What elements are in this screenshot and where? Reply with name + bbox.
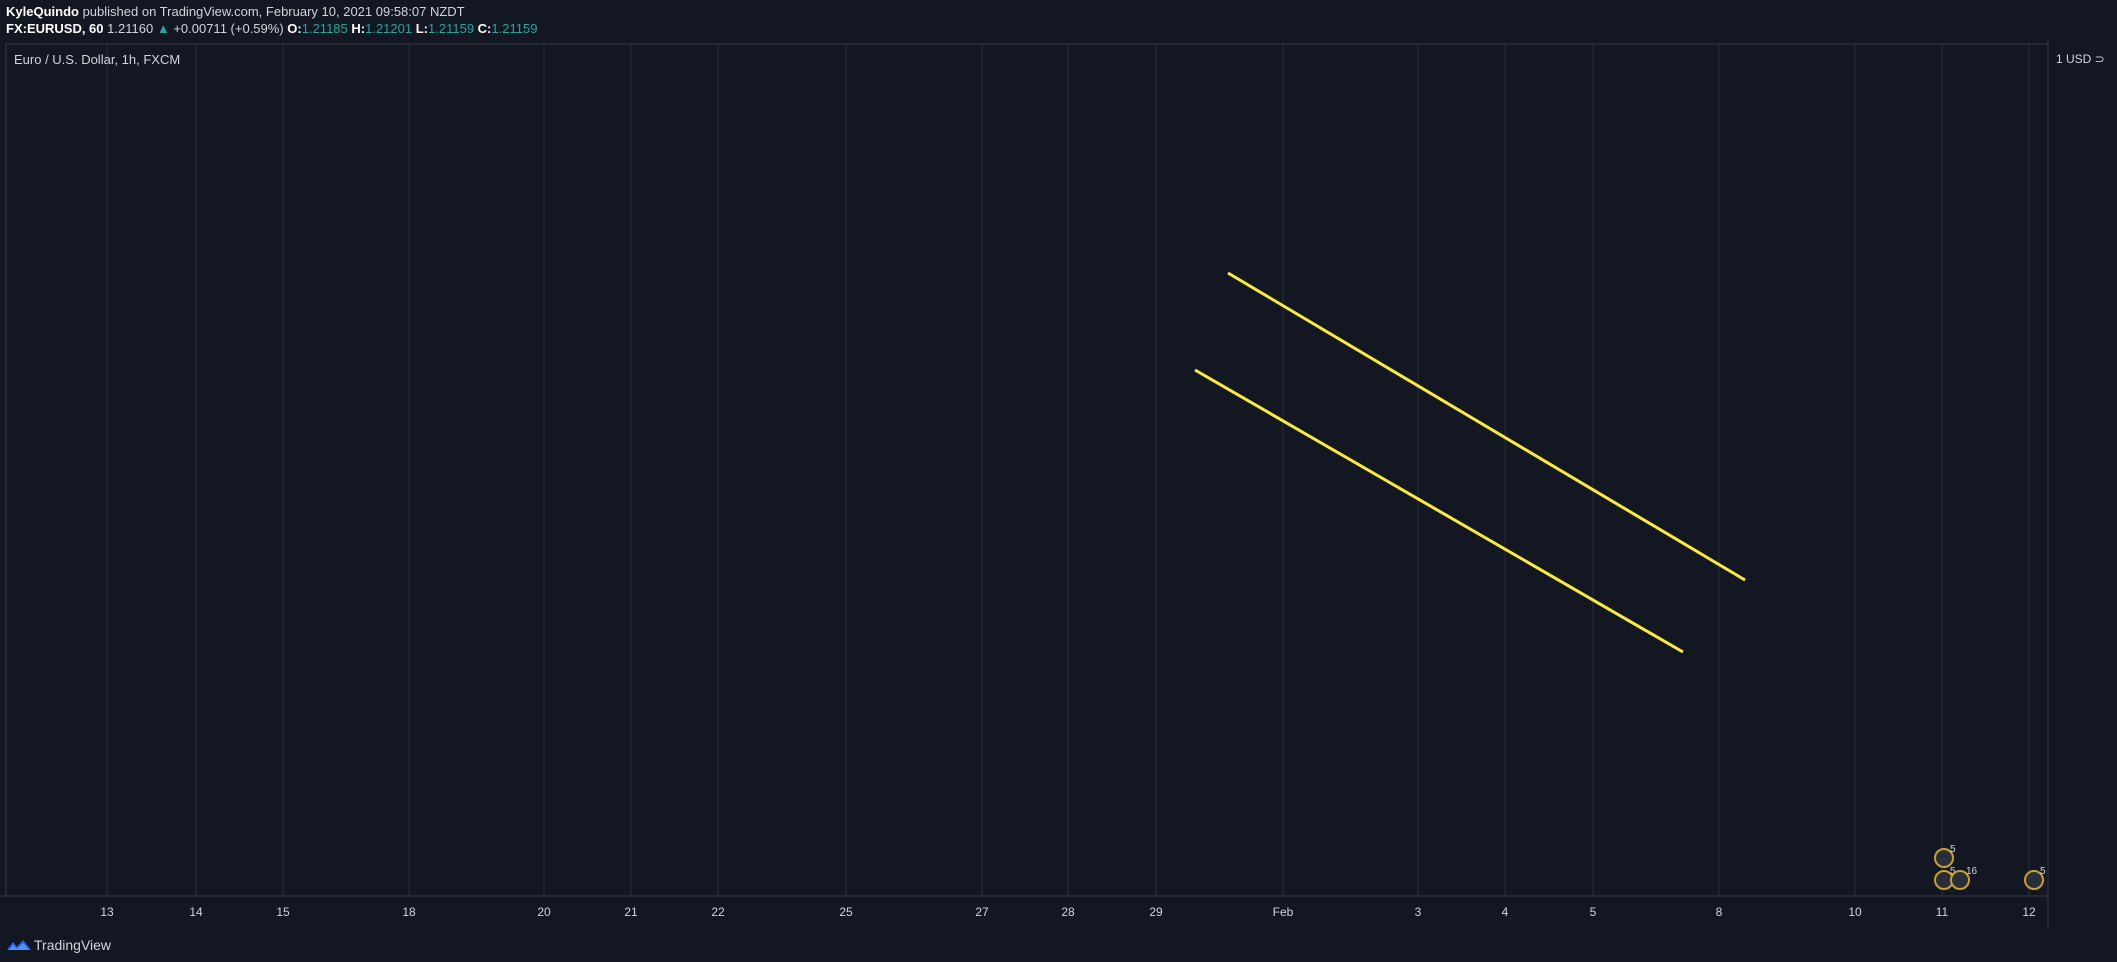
event-badge-count: 5	[1950, 866, 1956, 877]
chart-canvas[interactable]: Euro / U.S. Dollar, 1h, FXCM 1 USD ⊃ 1.2…	[0, 40, 2117, 928]
high-value: 1.21201	[365, 21, 413, 36]
event-badge-icon[interactable]	[1950, 870, 1970, 890]
tradingview-brand[interactable]: TradingView	[34, 937, 112, 953]
x-tick-label: 15	[276, 905, 290, 919]
x-tick-label: 22	[711, 905, 725, 919]
low-value: 1.21159	[428, 21, 475, 36]
event-badge-icon[interactable]	[1934, 848, 1954, 868]
x-tick-label: Feb	[1273, 905, 1294, 919]
close-value: 1.21159	[491, 21, 538, 36]
publish-info: KyleQuindo published on TradingView.com,…	[6, 4, 465, 19]
x-tick-label: 3	[1415, 905, 1422, 919]
chart-header: KyleQuindo published on TradingView.com,…	[0, 0, 2117, 40]
x-tick-label: 25	[839, 905, 853, 919]
ohlc-legend: FX:EURUSD, 60 1.21160 ▲ +0.00711 (+0.59%…	[6, 21, 537, 36]
x-tick-label: 5	[1590, 905, 1597, 919]
high-label: H:	[351, 21, 366, 36]
chart-title: Euro / U.S. Dollar, 1h, FXCM	[14, 52, 180, 67]
x-tick-label: 8	[1716, 905, 1723, 919]
footer: TradingView	[0, 928, 2117, 962]
currency-label[interactable]: 1 USD ⊃	[2056, 52, 2105, 66]
descending-channel[interactable]	[1194, 271, 1746, 654]
tradingview-logo-icon[interactable]	[6, 937, 32, 953]
x-tick-label: 20	[537, 905, 551, 919]
x-tick-label: 27	[975, 905, 989, 919]
author-name[interactable]: KyleQuindo	[6, 4, 79, 19]
low-label: L:	[415, 21, 429, 36]
close-label: C:	[477, 21, 492, 36]
x-tick-label: 11	[1936, 905, 1949, 919]
last-price: 1.21160	[107, 21, 154, 36]
x-tick-label: 28	[1061, 905, 1075, 919]
plot-border	[5, 43, 2049, 897]
price-change: +0.00711 (+0.59%)	[173, 21, 284, 36]
event-badge-icon[interactable]	[2024, 870, 2044, 890]
x-tick-label: 4	[1502, 905, 1509, 919]
channel-upper-line[interactable]	[1227, 271, 1746, 582]
time-axis[interactable]: 13 14 15 18 20 21 22 25 27 28 29 Feb 3 4 5 8 10 11 12	[100, 905, 2036, 919]
open-value: 1.21185	[301, 21, 348, 36]
x-tick-label: 10	[1848, 905, 1862, 919]
x-tick-label: 21	[624, 905, 638, 919]
grid	[106, 44, 2030, 896]
published-text: published on TradingView.com, February 1…	[82, 4, 465, 19]
x-tick-label: 18	[402, 905, 416, 919]
event-badge-count: 5	[1950, 844, 1956, 855]
event-badge-count: 16	[1966, 866, 1978, 877]
open-label: O:	[287, 21, 302, 36]
x-tick-label: 29	[1149, 905, 1163, 919]
change-arrow-icon: ▲	[156, 21, 170, 36]
x-tick-label: 14	[189, 905, 203, 919]
symbol-label[interactable]: FX:EURUSD, 60	[6, 21, 104, 36]
x-tick-label: 13	[100, 905, 114, 919]
event-badge-count: 5	[2040, 866, 2046, 877]
event-badges[interactable]: 5 5 16 5	[1934, 844, 2046, 890]
x-tick-label: 12	[2022, 905, 2036, 919]
channel-lower-line[interactable]	[1194, 368, 1684, 654]
